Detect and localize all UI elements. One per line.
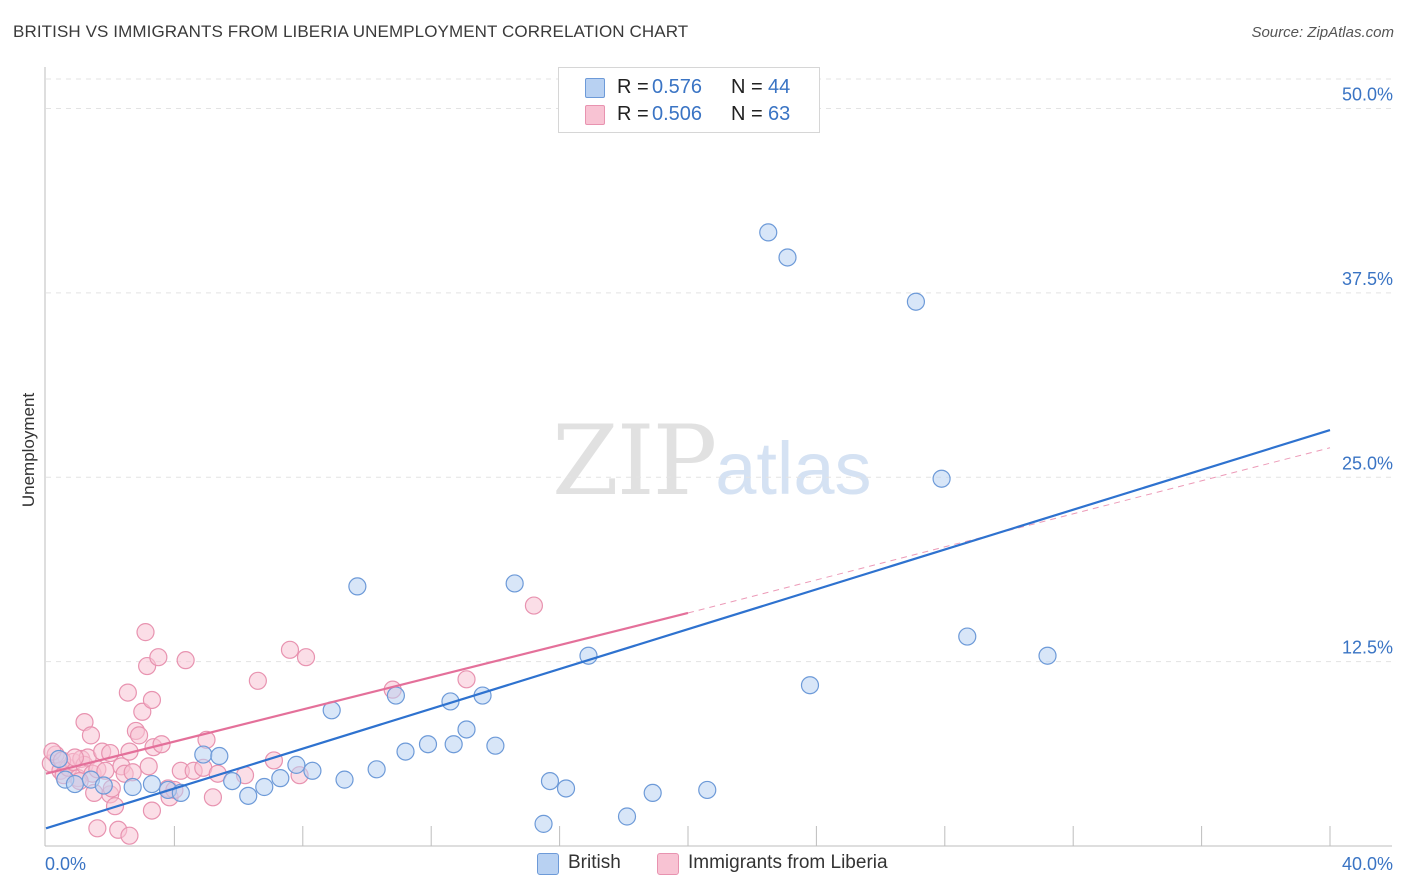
british-point xyxy=(698,780,717,800)
liberia-point xyxy=(65,748,84,767)
british-point xyxy=(210,746,229,766)
liberia-point xyxy=(81,726,101,745)
x-tick-label: 40.0% xyxy=(1342,854,1393,874)
y-tick-label: 12.5% xyxy=(1342,638,1393,658)
british-point xyxy=(958,627,977,646)
y-axis-label-svg: Unemployment xyxy=(19,393,38,508)
n-label: N = xyxy=(731,76,763,98)
british-point xyxy=(906,292,926,311)
y-axis-label-wrap: Unemployment xyxy=(14,300,44,600)
liberia-point xyxy=(176,651,195,670)
liberia-legend-label: Immigrants from Liberia xyxy=(688,852,888,873)
british-point xyxy=(441,692,460,711)
liberia-point xyxy=(142,801,162,820)
british-point xyxy=(386,686,405,705)
axis-ticks: 12.5% 25.0% 37.5% 50.0% 0.0% 40.0% xyxy=(45,85,1393,875)
british-point xyxy=(778,248,797,267)
y-tick-label: 25.0% xyxy=(1342,453,1393,473)
british-point xyxy=(759,223,778,242)
british-point xyxy=(239,786,258,805)
watermark-atlas: atlas xyxy=(715,427,872,510)
british-point xyxy=(271,769,290,788)
british-point xyxy=(444,735,463,754)
liberia-point xyxy=(133,702,152,721)
british-point xyxy=(556,779,576,798)
british-point xyxy=(142,774,162,794)
british-point xyxy=(617,807,637,826)
liberia-point xyxy=(129,726,149,745)
chart-title: BRITISH VS IMMIGRANTS FROM LIBERIA UNEMP… xyxy=(13,22,689,41)
y-axis-label: Unemployment xyxy=(19,393,38,508)
liberia-point xyxy=(118,683,137,702)
liberia-point xyxy=(457,670,476,689)
british-point xyxy=(255,777,274,797)
liberia-point xyxy=(208,764,227,783)
liberia-n-value: 63 xyxy=(768,103,791,125)
liberia-point xyxy=(248,671,267,690)
british-point xyxy=(396,742,415,761)
british-legend-label: British xyxy=(568,852,621,873)
liberia-point xyxy=(280,640,300,659)
liberia-point xyxy=(88,819,107,838)
british-point xyxy=(932,469,951,488)
n-label: N = xyxy=(731,103,763,125)
british-trend-line xyxy=(45,428,1331,830)
liberia-r-value: 0.506 xyxy=(652,103,703,125)
british-point xyxy=(335,770,354,789)
british-swatch xyxy=(585,78,605,98)
british-point xyxy=(534,814,553,833)
watermark: ZIPatlas xyxy=(552,405,872,517)
british-point xyxy=(486,736,505,755)
axes xyxy=(44,67,1392,847)
x-tick-label: 0.0% xyxy=(45,854,86,874)
british-point xyxy=(643,783,662,803)
british-point xyxy=(367,760,386,779)
british-swatch xyxy=(537,853,559,875)
british-point xyxy=(49,749,68,769)
british-point xyxy=(418,735,438,754)
liberia-point xyxy=(203,788,223,807)
british-point xyxy=(579,646,598,665)
liberia-swatch xyxy=(657,853,679,875)
british-point xyxy=(303,761,322,780)
stats-legend: R = 0.576 N = 44 R = 0.506 N = 63 xyxy=(558,67,820,133)
liberia-point xyxy=(142,690,162,710)
british-point xyxy=(800,676,820,695)
liberia-point xyxy=(149,648,168,667)
british-point xyxy=(194,745,213,764)
british-n-value: 44 xyxy=(768,76,791,98)
r-label: R = xyxy=(617,103,649,125)
british-r-value: 0.576 xyxy=(652,76,703,98)
liberia-trend-line xyxy=(45,611,689,775)
british-point xyxy=(1038,646,1057,665)
british-point xyxy=(287,755,306,774)
watermark-zip: ZIP xyxy=(552,405,717,517)
liberia-point xyxy=(139,757,158,776)
liberia-point xyxy=(524,596,544,615)
british-point xyxy=(348,577,367,596)
source-credit: Source: ZipAtlas.com xyxy=(1251,24,1394,41)
british-point xyxy=(94,776,113,795)
liberia-point xyxy=(296,648,316,667)
gridlines xyxy=(46,78,1392,663)
british-points xyxy=(49,223,1057,833)
british-point xyxy=(540,771,560,791)
y-tick-label: 50.0% xyxy=(1342,85,1393,105)
y-tick-label: 37.5% xyxy=(1342,269,1393,289)
british-point xyxy=(223,771,242,791)
liberia-point xyxy=(120,826,139,845)
british-point xyxy=(505,574,524,593)
liberia-point xyxy=(136,623,155,642)
r-label: R = xyxy=(617,76,649,98)
british-point xyxy=(123,777,142,797)
british-point xyxy=(65,774,84,794)
liberia-swatch xyxy=(585,105,605,125)
trend-lines xyxy=(45,428,1331,830)
british-point xyxy=(457,720,476,739)
